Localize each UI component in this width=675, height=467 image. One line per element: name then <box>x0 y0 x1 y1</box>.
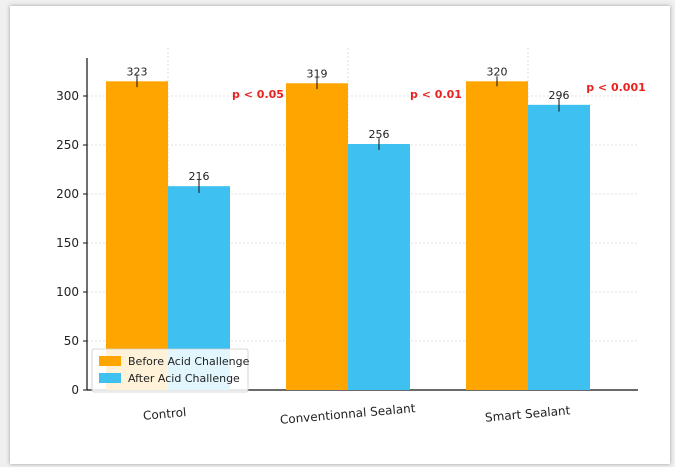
p-value-annotation: p < 0.001 <box>586 81 646 94</box>
data-label: 319 <box>307 67 328 80</box>
y-tick-label: 150 <box>56 236 79 250</box>
bar-after <box>528 104 590 390</box>
data-label: 256 <box>369 128 390 141</box>
y-tick-label: 0 <box>71 383 79 397</box>
chart-frame: 0 50 100 150 200 250 300 323 319 320 216 256 296 Cont… <box>10 6 670 464</box>
legend-swatch <box>99 356 121 366</box>
y-tick-label: 250 <box>56 138 79 152</box>
x-category-label: Control <box>142 405 186 423</box>
legend-label: Before Acid Challenge <box>128 355 250 368</box>
legend-swatch <box>99 373 121 383</box>
y-tick-label: 200 <box>56 187 79 201</box>
x-category-label: Smart Sealant <box>484 403 571 424</box>
bar-before <box>286 83 348 390</box>
y-tick-label: 50 <box>64 334 79 348</box>
bar-chart: 0 50 100 150 200 250 300 323 319 320 216 256 296 Cont… <box>56 48 646 427</box>
data-label: 296 <box>549 89 570 102</box>
y-tick-label: 300 <box>56 89 79 103</box>
legend-box <box>91 348 249 393</box>
data-label: 320 <box>487 65 508 78</box>
p-value-annotation: p < 0.01 <box>410 88 462 101</box>
data-label: 216 <box>189 170 210 183</box>
bar-before <box>466 81 528 391</box>
legend-label: After Acid Challenge <box>128 372 240 385</box>
data-label: 323 <box>127 65 148 78</box>
x-category-label: Conventionnal Sealant <box>279 401 416 427</box>
bar-after <box>348 144 410 390</box>
p-value-annotation: p < 0.05 <box>232 88 284 101</box>
bar-before <box>106 81 168 391</box>
y-tick-label: 100 <box>56 285 79 299</box>
